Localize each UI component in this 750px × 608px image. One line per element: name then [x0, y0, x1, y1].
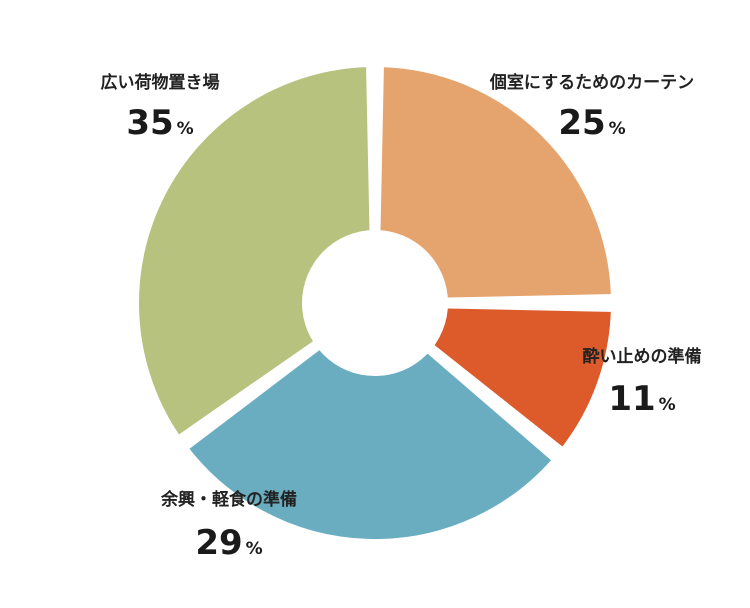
donut-slice-4	[131, 58, 380, 446]
donut-hole	[302, 230, 448, 376]
slice-value-4: 35%	[126, 103, 193, 143]
slice-label-1: 個室にするためのカーテン	[489, 72, 694, 93]
slice-label-4: 広い荷物置き場	[101, 72, 220, 93]
slice-labels: 個室にするためのカーテン 25 % 酔い止めの準備 11 % 余興・軽食の準備 29 % 広い荷物…	[101, 72, 702, 563]
donut-slice-3	[178, 297, 563, 547]
slice-label-2: 酔い止めの準備	[583, 346, 702, 367]
slice-value-2: 11%	[608, 379, 675, 419]
slice-label-3: 余興・軽食の準備	[160, 489, 297, 510]
donut-slices	[131, 58, 620, 547]
slice-value-1: 25%	[558, 103, 625, 143]
slice-value-3: 29%	[195, 523, 262, 563]
donut-slice-1	[370, 58, 620, 308]
